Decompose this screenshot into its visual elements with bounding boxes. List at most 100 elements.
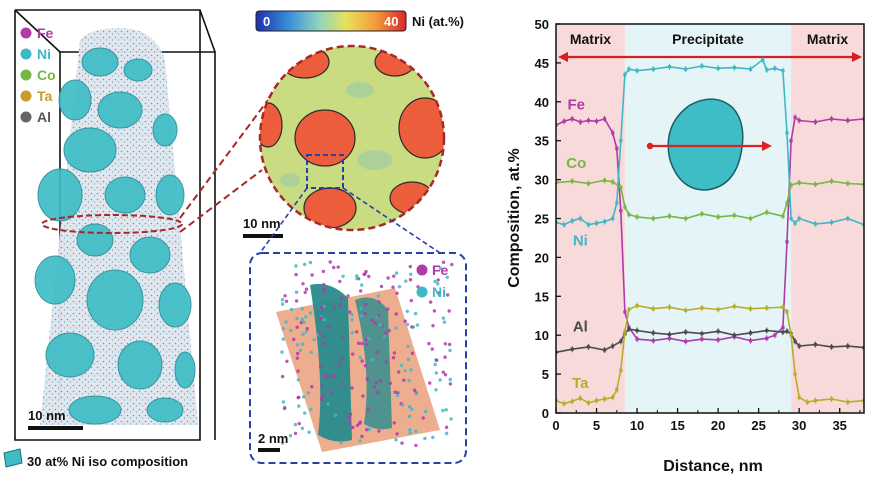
fe-atom (377, 300, 381, 304)
fe-atom (330, 390, 334, 394)
fe-atom (375, 350, 379, 354)
zoom-connectors (179, 99, 269, 233)
fe-marker-icon (416, 264, 428, 276)
data-point (813, 182, 817, 186)
data-point (765, 210, 769, 214)
region-band (791, 24, 864, 413)
data-point (619, 368, 623, 372)
data-point (619, 139, 623, 143)
ni-atom (300, 342, 305, 346)
ni-atom (290, 307, 294, 312)
fe-atom (310, 385, 314, 389)
ni-atom (404, 279, 408, 283)
data-point (716, 66, 720, 70)
ni-atom (301, 332, 305, 336)
ni-atom (355, 276, 359, 281)
fe-atom (351, 425, 355, 430)
ni-atom (367, 427, 371, 432)
fe-atom (450, 262, 454, 267)
series-label-ta: Ta (572, 375, 589, 392)
y-tick-label: 10 (535, 328, 549, 343)
series-label-al: Al (573, 318, 588, 335)
atom-scatter (280, 260, 454, 448)
fe-atom (378, 379, 383, 383)
data-point (635, 337, 639, 341)
data-point (748, 216, 753, 221)
scale-bar-left: 10 nm (28, 408, 83, 430)
data-point (793, 221, 797, 225)
scale-bar-label: 10 nm (243, 216, 281, 231)
fe-atom (403, 319, 407, 323)
x-tick-label: 30 (792, 418, 806, 433)
data-point (586, 181, 591, 186)
ni-atom (300, 426, 305, 430)
fe-atom (292, 337, 296, 342)
data-point (684, 339, 688, 344)
data-point (862, 182, 864, 186)
data-point (623, 72, 627, 77)
data-point (627, 67, 631, 71)
fe-atom (392, 351, 397, 355)
fe-atom (293, 431, 298, 436)
fe-atom (362, 272, 366, 276)
inset-legend-label: Fe (432, 262, 449, 278)
data-point (635, 69, 639, 73)
ni-atom (410, 407, 414, 411)
fe-atom (299, 321, 303, 325)
fe-atom (320, 384, 324, 388)
data-point (651, 307, 655, 311)
data-point (603, 397, 607, 401)
fe-atom (339, 303, 343, 307)
fe-atom (294, 299, 299, 303)
ni-atom (333, 413, 338, 417)
ni-atom (449, 417, 453, 421)
iso-caption: 30 at% Ni iso composition (3, 448, 188, 469)
precipitate-particle (646, 98, 772, 191)
data-point (797, 181, 801, 185)
fe-atom (386, 276, 390, 280)
element-legend: Fe Ni Co Ta Al (20, 25, 56, 125)
ni-atom (436, 282, 440, 286)
ni-atom (360, 283, 364, 287)
data-point (862, 223, 864, 227)
fe-atom (377, 429, 381, 433)
fe-atom (393, 390, 397, 394)
fe-atom (363, 312, 367, 316)
ni-atom (444, 431, 449, 436)
data-point (732, 65, 736, 70)
data-point (765, 306, 769, 310)
fe-atom (355, 423, 360, 427)
data-point (651, 67, 655, 71)
fe-atom (359, 289, 363, 293)
fe-atom (432, 309, 437, 313)
ni-atom (448, 377, 452, 382)
ni-atom (414, 392, 418, 396)
fe-atom (436, 278, 440, 282)
fe-atom (372, 385, 377, 389)
data-point (781, 69, 785, 73)
fe-atom (360, 434, 364, 439)
ta-marker-icon (20, 90, 32, 102)
fe-atom (338, 279, 342, 284)
ni-atom (341, 274, 345, 278)
ni-atom (400, 403, 405, 407)
legend-item-al: Al (20, 109, 51, 125)
ni-atom (370, 358, 375, 362)
fe-atom (318, 364, 323, 369)
ni-atom (281, 337, 285, 341)
ni-atom (407, 414, 412, 419)
data-point (615, 201, 619, 205)
y-tick-label: 15 (535, 289, 549, 304)
ni-atom (409, 368, 413, 372)
y-tick-label: 40 (535, 95, 549, 110)
fe-atom (350, 386, 354, 390)
fe-atom (296, 351, 300, 356)
fe-atom (347, 422, 352, 426)
ni-atom (297, 404, 301, 408)
fe-atom (408, 264, 412, 269)
fe-atom (360, 359, 364, 363)
x-tick-label: 15 (670, 418, 684, 433)
data-point (562, 223, 566, 227)
fe-atom (340, 382, 344, 386)
fe-atom (348, 412, 353, 416)
